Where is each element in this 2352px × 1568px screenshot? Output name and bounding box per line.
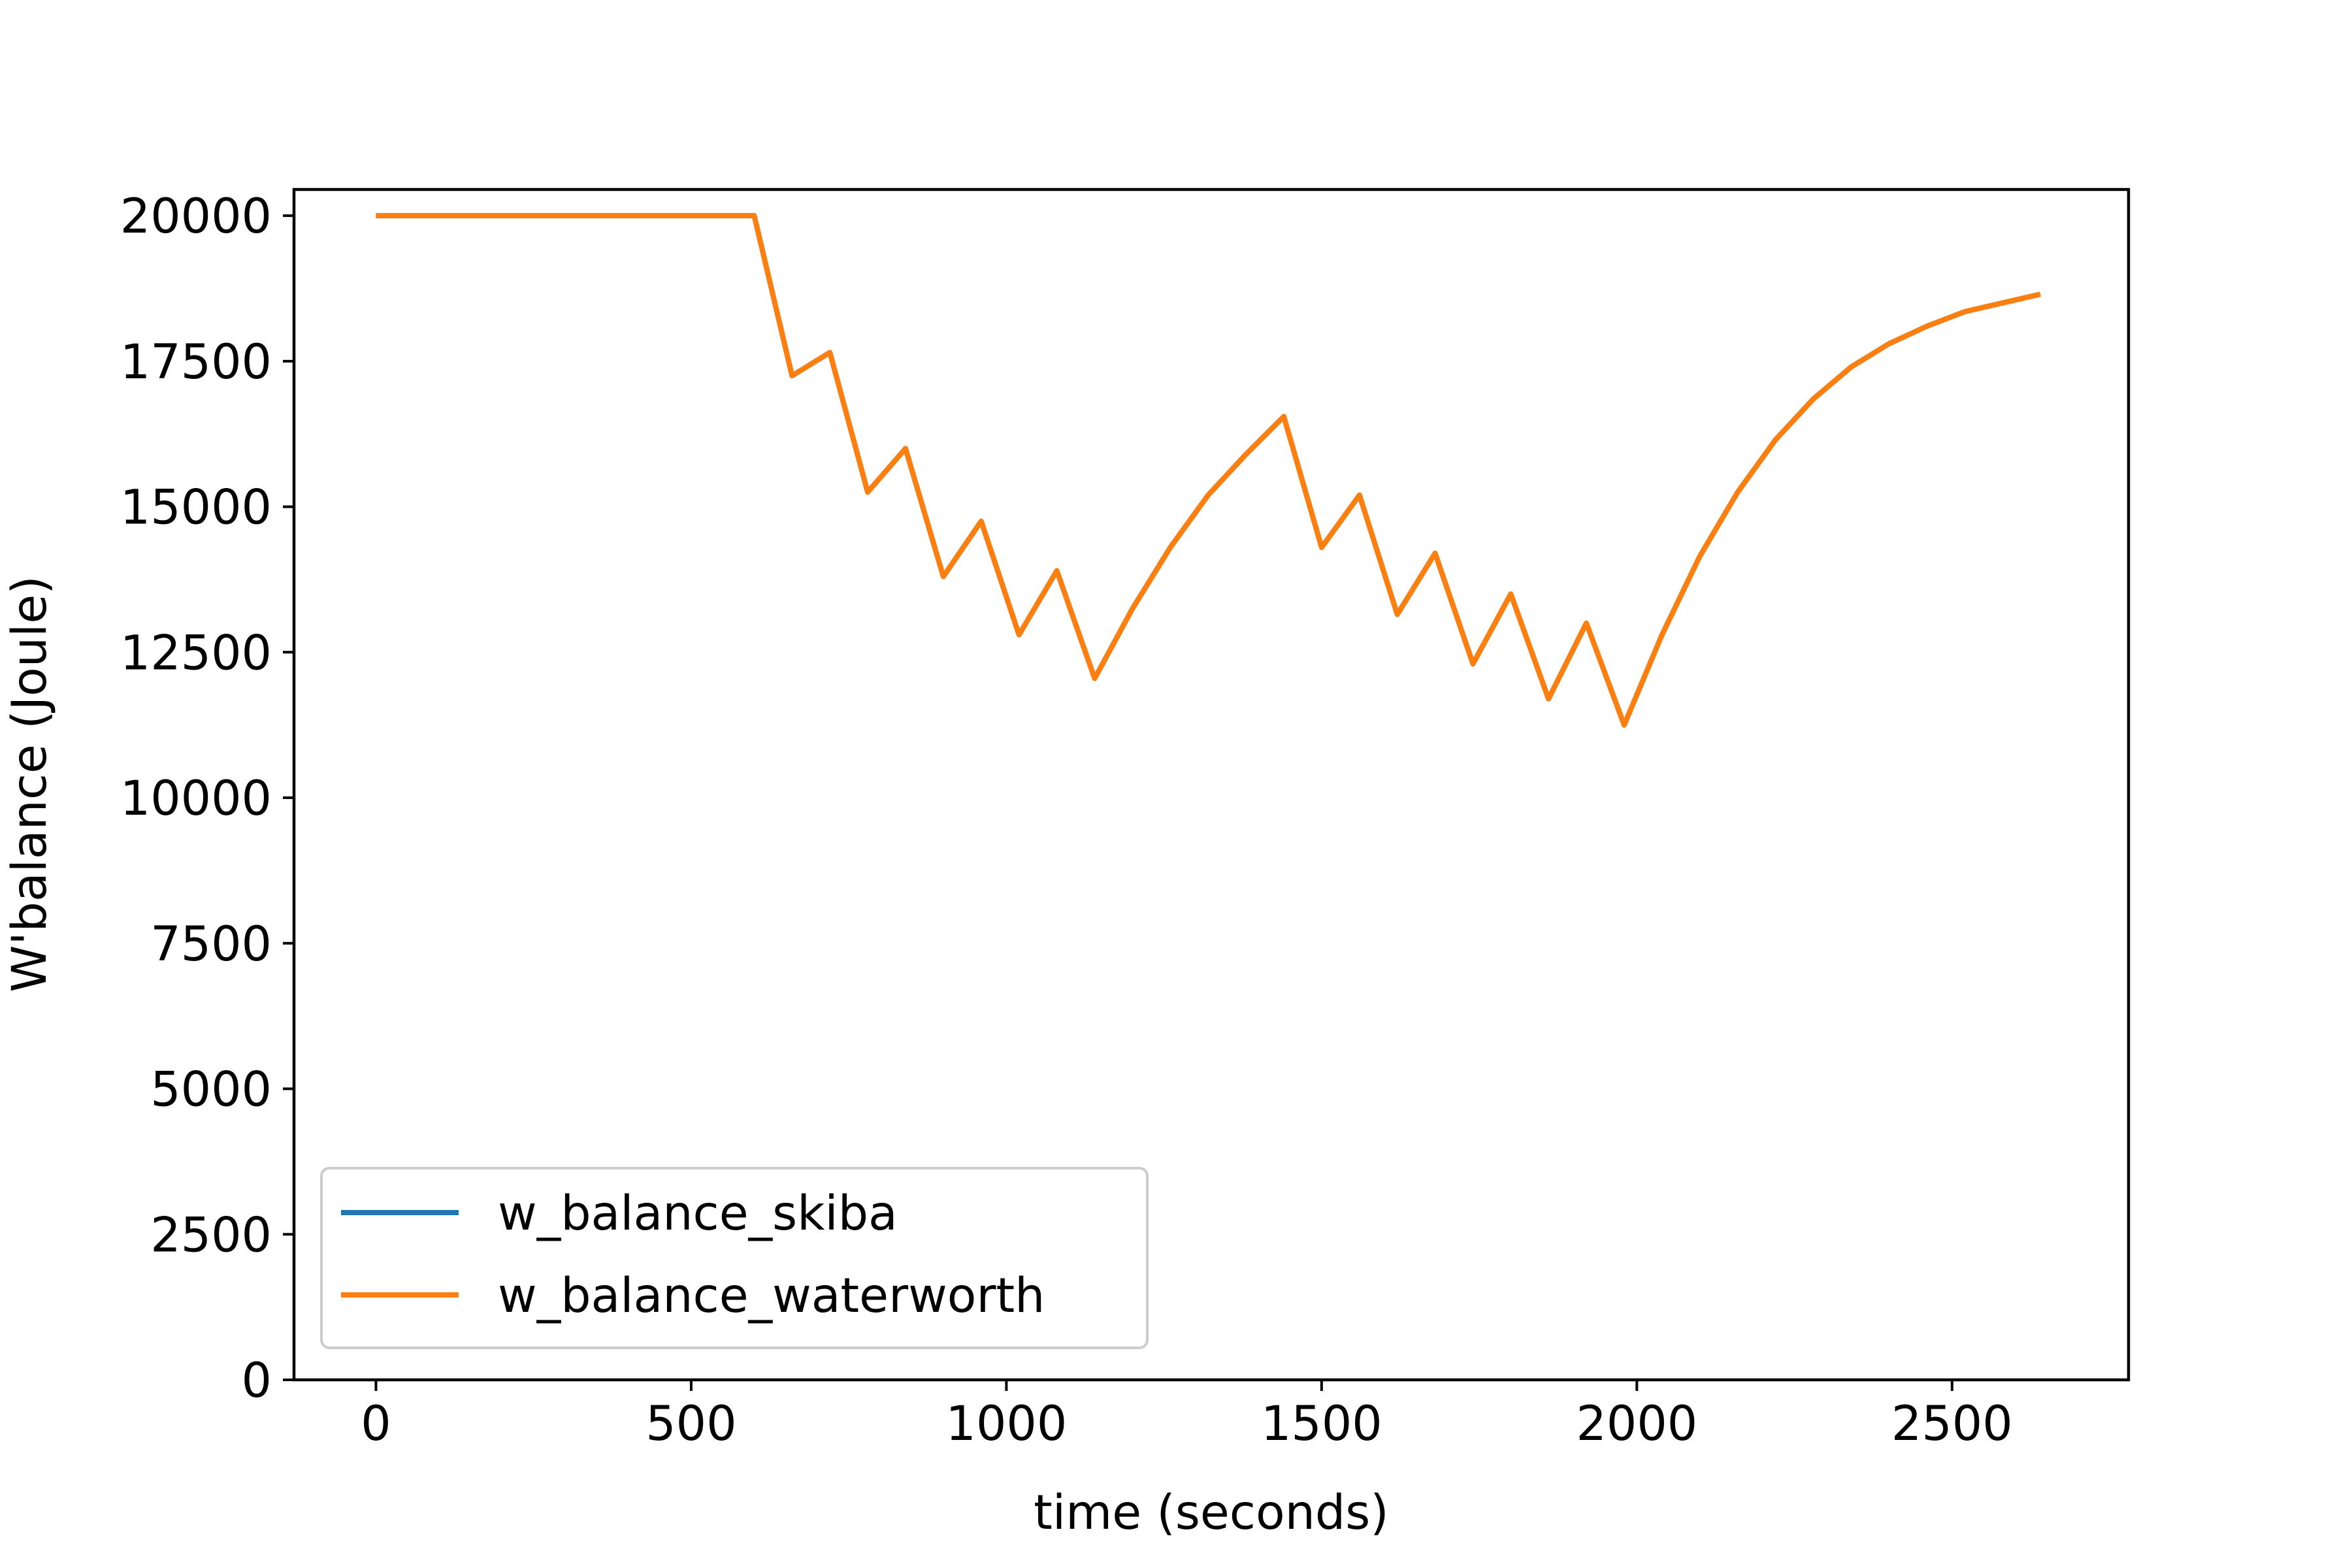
y-axis: 0 2500 5000 7500 10000 12500 15000 17500 20000 xyxy=(120,189,294,1409)
axes-frame xyxy=(292,188,2131,1382)
y-tick-label: 2500 xyxy=(150,1207,272,1263)
y-tick-label: 0 xyxy=(242,1353,272,1409)
y-tick-label: 20000 xyxy=(120,189,272,244)
legend-label-waterworth: w_balance_waterworth xyxy=(498,1268,1045,1324)
y-tick-label: 5000 xyxy=(150,1062,272,1118)
x-tick-label: 1000 xyxy=(946,1396,1068,1452)
legend-box xyxy=(320,1167,1149,1349)
x-tick-label: 2000 xyxy=(1576,1396,1697,1452)
series-layer xyxy=(376,213,2041,728)
x-tick-label: 500 xyxy=(645,1396,736,1452)
y-axis-label: W'balance (Joule) xyxy=(2,576,57,992)
x-tick-label: 0 xyxy=(361,1396,391,1452)
y-tick-label: 10000 xyxy=(120,771,272,826)
legend: w_balance_skiba w_balance_waterworth xyxy=(320,1167,1149,1349)
legend-label-skiba: w_balance_skiba xyxy=(498,1186,898,1241)
x-tick-label: 2500 xyxy=(1891,1396,2013,1452)
series-line-w-balance-waterworth xyxy=(376,213,2041,728)
x-tick-label: 1500 xyxy=(1261,1396,1382,1452)
y-tick-label: 7500 xyxy=(150,917,272,972)
x-axis: 0 500 1000 1500 2000 2500 xyxy=(361,1380,2013,1452)
y-tick-label: 17500 xyxy=(120,335,272,390)
y-tick-label: 12500 xyxy=(120,625,272,681)
y-tick-label: 15000 xyxy=(120,480,272,536)
x-axis-label: time (seconds) xyxy=(1034,1485,1388,1541)
